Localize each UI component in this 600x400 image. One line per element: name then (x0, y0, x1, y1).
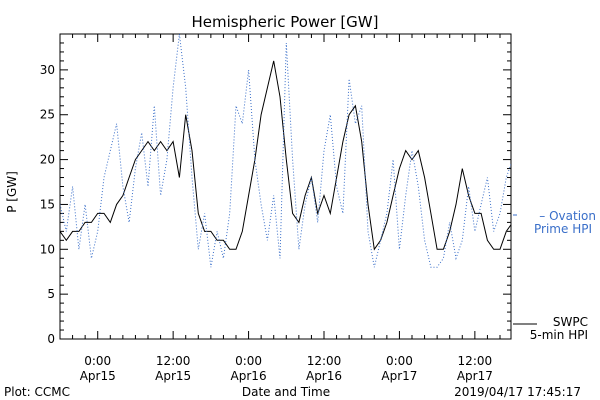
x-tick-label-time: 12:00 (156, 354, 191, 368)
y-tick-label: 15 (40, 197, 55, 211)
legend-swpc-line2: 5-min HPI (530, 328, 588, 342)
x-tick-label-date: Apr17 (381, 369, 417, 383)
y-tick-label: 20 (40, 153, 55, 167)
plot-frame (59, 33, 512, 340)
x-axis-ticks: 0:00Apr1512:00Apr150:00Apr1612:00Apr160:… (59, 34, 501, 383)
y-tick-label: 30 (40, 63, 55, 77)
y-tick-label: 25 (40, 108, 55, 122)
legend-swpc-line1: SWPC (553, 315, 588, 329)
series-layer (60, 34, 511, 268)
y-tick-label: 0 (47, 332, 55, 346)
x-axis-label: Date and Time (242, 385, 330, 399)
x-tick-label-time: 0:00 (84, 354, 111, 368)
legend-ovation-line2: Prime HPI (534, 222, 592, 236)
x-tick-label-time: 12:00 (307, 354, 342, 368)
y-axis-ticks: 0 5 10 15 20 25 30 (40, 33, 511, 346)
footer-timestamp: 2019/04/17 17:45:17 (454, 385, 581, 399)
series-line-ovation (60, 34, 511, 268)
y-axis-label: P [GW] (5, 171, 19, 213)
x-tick-label-time: 0:00 (386, 354, 413, 368)
legend-ovation-line1: – Ovation (539, 209, 596, 223)
x-tick-label-date: Apr16 (306, 369, 342, 383)
x-tick-label-time: 0:00 (235, 354, 262, 368)
series-line-swpc (60, 60, 511, 251)
chart-title: Hemispheric Power [GW] (192, 13, 379, 31)
x-tick-label-date: Apr15 (155, 369, 191, 383)
x-tick-label-date: Apr15 (80, 369, 116, 383)
x-tick-label-date: Apr17 (457, 369, 493, 383)
footer-plot-credit: Plot: CCMC (4, 385, 70, 399)
y-tick-label: 10 (40, 242, 55, 256)
y-tick-label: 5 (47, 287, 55, 301)
x-tick-label-date: Apr16 (231, 369, 267, 383)
x-tick-label-time: 12:00 (458, 354, 493, 368)
